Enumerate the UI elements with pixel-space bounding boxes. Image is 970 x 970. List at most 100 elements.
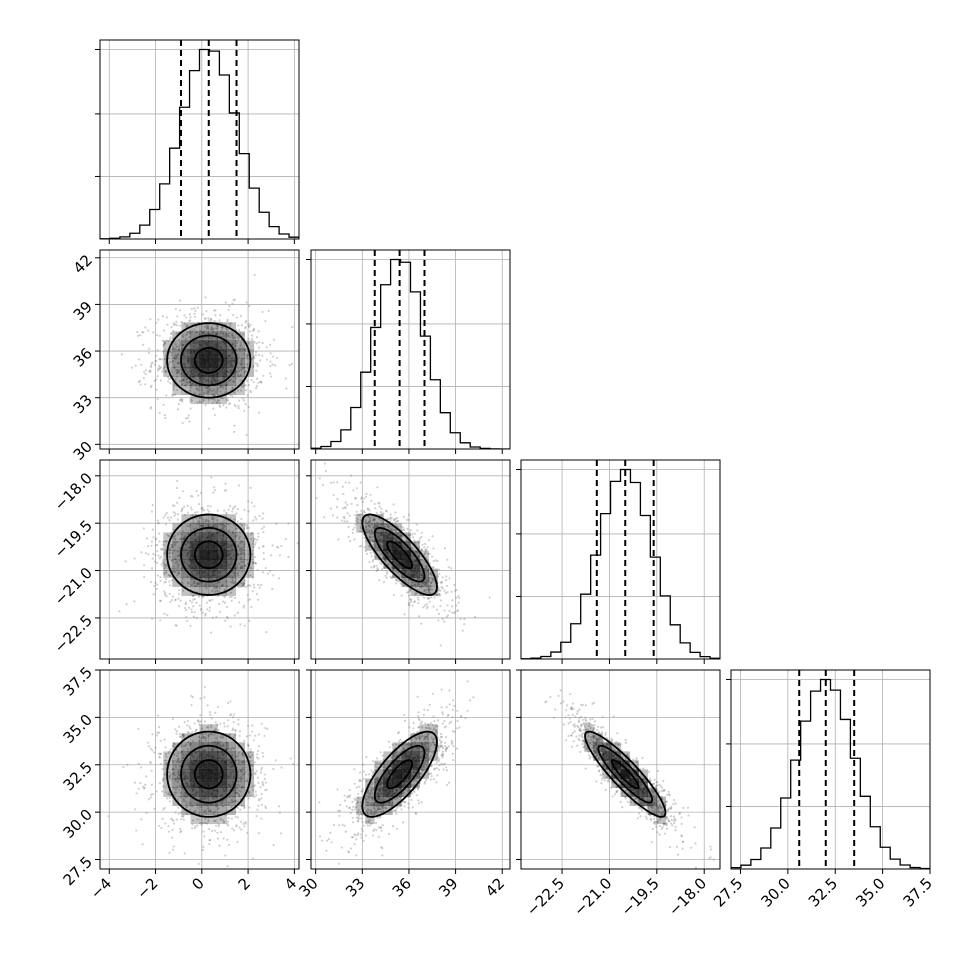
scatter-point	[410, 784, 413, 787]
scatter-point	[264, 566, 267, 570]
scatter-point	[150, 769, 153, 773]
scatter-point	[178, 496, 181, 500]
scatter-point	[164, 563, 167, 566]
scatter-point	[461, 629, 464, 632]
density-cell	[181, 349, 191, 359]
density-cell	[217, 751, 227, 761]
scatter-point	[262, 558, 266, 561]
scatter-point	[185, 380, 188, 383]
scatter-point	[158, 358, 161, 361]
scatter-point	[272, 338, 276, 341]
scatter-point	[170, 354, 173, 357]
y-tick-label: 35.0	[60, 711, 96, 747]
scatter-point	[163, 806, 166, 810]
scatter-point	[191, 329, 194, 333]
scatter-point	[184, 805, 188, 808]
scatter-point	[233, 518, 236, 521]
y-tick-label: 30.0	[60, 805, 96, 841]
scatter-point	[150, 567, 154, 570]
scatter-point	[142, 785, 145, 788]
scatter-point	[223, 595, 227, 598]
scatter-point	[185, 802, 188, 806]
density-cell	[181, 751, 191, 761]
scatter-point	[176, 324, 179, 327]
scatter-point	[275, 522, 278, 525]
density-cell	[401, 559, 411, 569]
density-cell	[190, 367, 200, 377]
scatter-point	[164, 746, 167, 749]
scatter-point	[159, 366, 162, 369]
density-cell	[199, 322, 209, 332]
scatter-point	[254, 761, 257, 764]
scatter-point	[425, 607, 428, 610]
scatter-point	[214, 391, 218, 394]
scatter-point	[181, 733, 185, 736]
scatter-point	[407, 603, 410, 606]
scatter-point	[429, 586, 432, 589]
scatter-point	[245, 795, 248, 798]
scatter-point	[170, 532, 173, 535]
scatter-point	[226, 725, 229, 728]
density-cell	[383, 523, 393, 533]
scatter-point	[213, 309, 216, 312]
scatter-point	[252, 537, 256, 540]
scatter-point	[454, 589, 457, 592]
scatter-point	[211, 829, 214, 832]
scatter-point	[245, 301, 248, 304]
scatter-point	[395, 578, 398, 581]
scatter-point	[161, 768, 164, 771]
scatter-point	[367, 520, 371, 523]
scatter-point	[263, 734, 266, 738]
histogram	[100, 48, 299, 239]
scatter-point	[391, 575, 395, 578]
scatter-point	[163, 341, 167, 345]
scatter-point	[365, 530, 368, 533]
density-cell	[392, 550, 402, 560]
scatter-point	[216, 519, 219, 522]
scatter-point	[341, 485, 344, 488]
scatter-point	[182, 797, 185, 801]
scatter-point	[217, 594, 220, 597]
scatter-point	[227, 530, 230, 533]
scatter-point	[179, 795, 182, 798]
scatter-point	[151, 749, 154, 752]
scatter-point	[147, 744, 150, 748]
scatter-point	[428, 552, 431, 556]
density-cell	[226, 523, 236, 533]
scatter-point	[425, 747, 428, 750]
scatter-point	[409, 598, 412, 601]
scatter-point	[344, 506, 347, 509]
scatter-point	[237, 369, 241, 373]
density-cell	[190, 805, 200, 816]
scatter-point	[414, 583, 417, 586]
scatter-point	[171, 360, 175, 363]
scatter-point	[236, 520, 239, 523]
scatter-point	[394, 520, 397, 523]
scatter-point	[174, 512, 177, 515]
scatter-point	[254, 790, 257, 793]
density-cell	[190, 514, 200, 524]
scatter-point	[257, 757, 260, 760]
scatter-point	[211, 598, 214, 601]
scatter-point	[241, 551, 245, 555]
scatter-point	[137, 762, 140, 765]
scatter-point	[207, 735, 210, 738]
density-cell	[419, 550, 429, 560]
contour-level-2	[361, 513, 438, 596]
scatter-point	[190, 610, 194, 614]
scatter-point	[163, 612, 166, 615]
scatter-point	[228, 733, 232, 736]
scatter-point	[122, 765, 125, 769]
scatter-point	[369, 785, 372, 788]
scatter-point	[245, 779, 249, 782]
scatter-point	[186, 619, 189, 623]
scatter-point	[401, 526, 405, 529]
scatter-point	[171, 394, 174, 397]
scatter-point	[488, 596, 491, 599]
scatter-point	[411, 581, 414, 584]
scatter-point	[161, 548, 164, 551]
scatter-point	[411, 533, 414, 536]
scatter-point	[156, 731, 159, 734]
scatter-point	[410, 584, 413, 587]
scatter-point	[245, 760, 248, 763]
